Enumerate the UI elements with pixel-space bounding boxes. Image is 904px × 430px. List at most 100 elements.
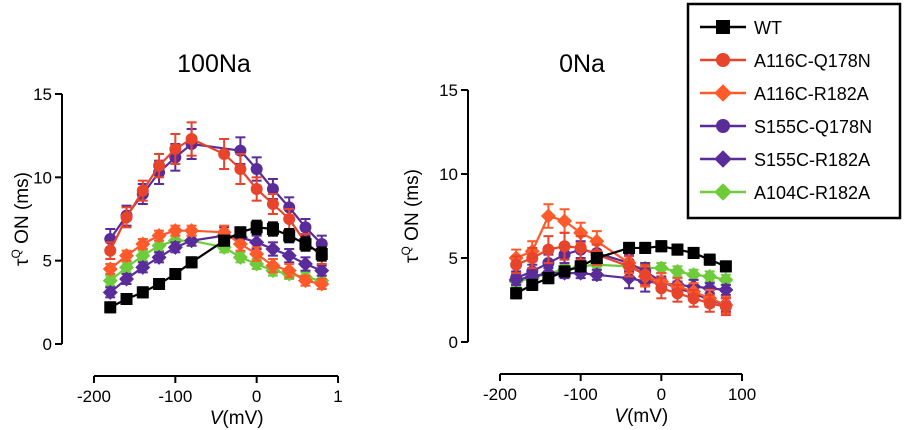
data-point <box>623 241 636 254</box>
data-point <box>283 213 296 225</box>
legend-label: A104C-R182A <box>754 183 870 203</box>
x-axis-label-var: V <box>614 406 629 427</box>
series-wt <box>104 219 328 314</box>
chart-title: 100Na <box>177 50 251 78</box>
x-axis-label-var: V <box>210 408 225 429</box>
data-point <box>185 133 198 145</box>
data-point <box>135 236 151 252</box>
data-point <box>250 221 263 234</box>
y-axis-label-tau: τ <box>12 258 33 266</box>
data-point <box>671 243 684 256</box>
data-point <box>184 223 200 239</box>
data-point <box>297 273 313 289</box>
data-point <box>104 244 117 257</box>
data-point <box>232 249 248 265</box>
data-point <box>315 248 328 260</box>
data-point <box>135 248 151 264</box>
data-point <box>621 270 637 286</box>
y-axis-label-sup: Q <box>9 249 23 258</box>
x-axis-label-unit: (mV) <box>627 406 668 427</box>
data-point <box>314 263 330 279</box>
data-point <box>151 249 167 265</box>
data-point <box>102 273 118 289</box>
data-point <box>250 183 263 195</box>
data-point <box>510 272 523 285</box>
data-point <box>249 246 265 262</box>
y-axis-label-sup: Q <box>399 246 413 255</box>
data-point <box>574 241 587 254</box>
legend-marker <box>716 53 730 67</box>
data-point <box>185 256 198 269</box>
chart-title: 0Na <box>559 50 605 78</box>
data-point <box>542 243 555 256</box>
data-point <box>655 240 668 253</box>
data-point <box>283 229 296 242</box>
y-axis-label-tau: τ <box>402 255 423 263</box>
data-point <box>153 159 166 172</box>
legend-marker <box>714 183 732 201</box>
data-point <box>510 287 523 300</box>
data-point <box>151 228 167 244</box>
data-point <box>169 268 182 280</box>
data-point <box>671 287 684 300</box>
data-point <box>574 260 587 273</box>
data-point <box>719 260 732 273</box>
plot-area <box>508 203 734 317</box>
data-point <box>590 252 603 264</box>
data-point <box>510 258 523 271</box>
y-axis-label: τQ ON (ms) <box>399 169 423 263</box>
y-tick-label: 0 <box>449 333 458 352</box>
data-point <box>120 293 133 305</box>
data-point <box>119 271 135 287</box>
x-axis-label-unit: (mV) <box>222 408 263 429</box>
x-axis-label: V(mV) <box>614 406 668 427</box>
data-point <box>526 278 539 291</box>
data-point <box>314 276 330 292</box>
series-a104c-r182a <box>102 233 330 289</box>
data-point <box>702 280 718 296</box>
data-point <box>297 256 313 272</box>
x-tick-label: -100 <box>564 385 598 404</box>
data-point <box>218 234 231 247</box>
x-tick-label: 100 <box>728 385 756 404</box>
data-point <box>136 184 149 197</box>
data-point <box>299 238 312 250</box>
data-point <box>218 148 231 160</box>
data-point <box>703 253 716 266</box>
x-axis-label: V(mV) <box>210 408 264 429</box>
x-tick-label: 1 <box>333 387 342 406</box>
panel-0na: 0 5 10 15 -200 -100 0 100 0Na V(mV) τQ ON (ms) <box>399 50 756 427</box>
data-point <box>169 143 182 155</box>
data-point <box>653 260 669 276</box>
data-point <box>184 233 200 249</box>
series-a116c-q178n <box>104 121 328 265</box>
data-point <box>281 248 297 264</box>
data-point <box>135 259 151 275</box>
data-point <box>686 267 702 283</box>
y-axis-label-text: ON (ms) <box>402 169 423 246</box>
data-point <box>167 223 183 239</box>
series-a116c-r182a <box>102 223 330 292</box>
y-tick-label: 5 <box>43 252 52 271</box>
series-a116c-r182a <box>508 203 734 315</box>
data-point <box>655 282 668 295</box>
data-point <box>120 211 133 224</box>
x-tick-label: 0 <box>252 387 261 406</box>
data-point <box>558 265 571 278</box>
y-axis-label-text: ON (ms) <box>12 172 33 249</box>
x-tick-label: 0 <box>657 385 666 404</box>
data-point <box>102 284 118 300</box>
x-tick-label: -200 <box>483 385 517 404</box>
y-axis-label: τQ ON (ms) <box>9 172 33 266</box>
data-point <box>540 208 556 224</box>
data-point <box>623 260 636 273</box>
y-tick-label: 10 <box>439 165 458 184</box>
data-point <box>167 239 183 255</box>
data-point <box>542 272 555 285</box>
data-point <box>526 252 539 264</box>
data-point <box>119 248 135 264</box>
x-tick-label: -200 <box>77 387 111 406</box>
legend-label: S155C-Q178N <box>754 117 872 137</box>
data-point <box>104 301 117 314</box>
